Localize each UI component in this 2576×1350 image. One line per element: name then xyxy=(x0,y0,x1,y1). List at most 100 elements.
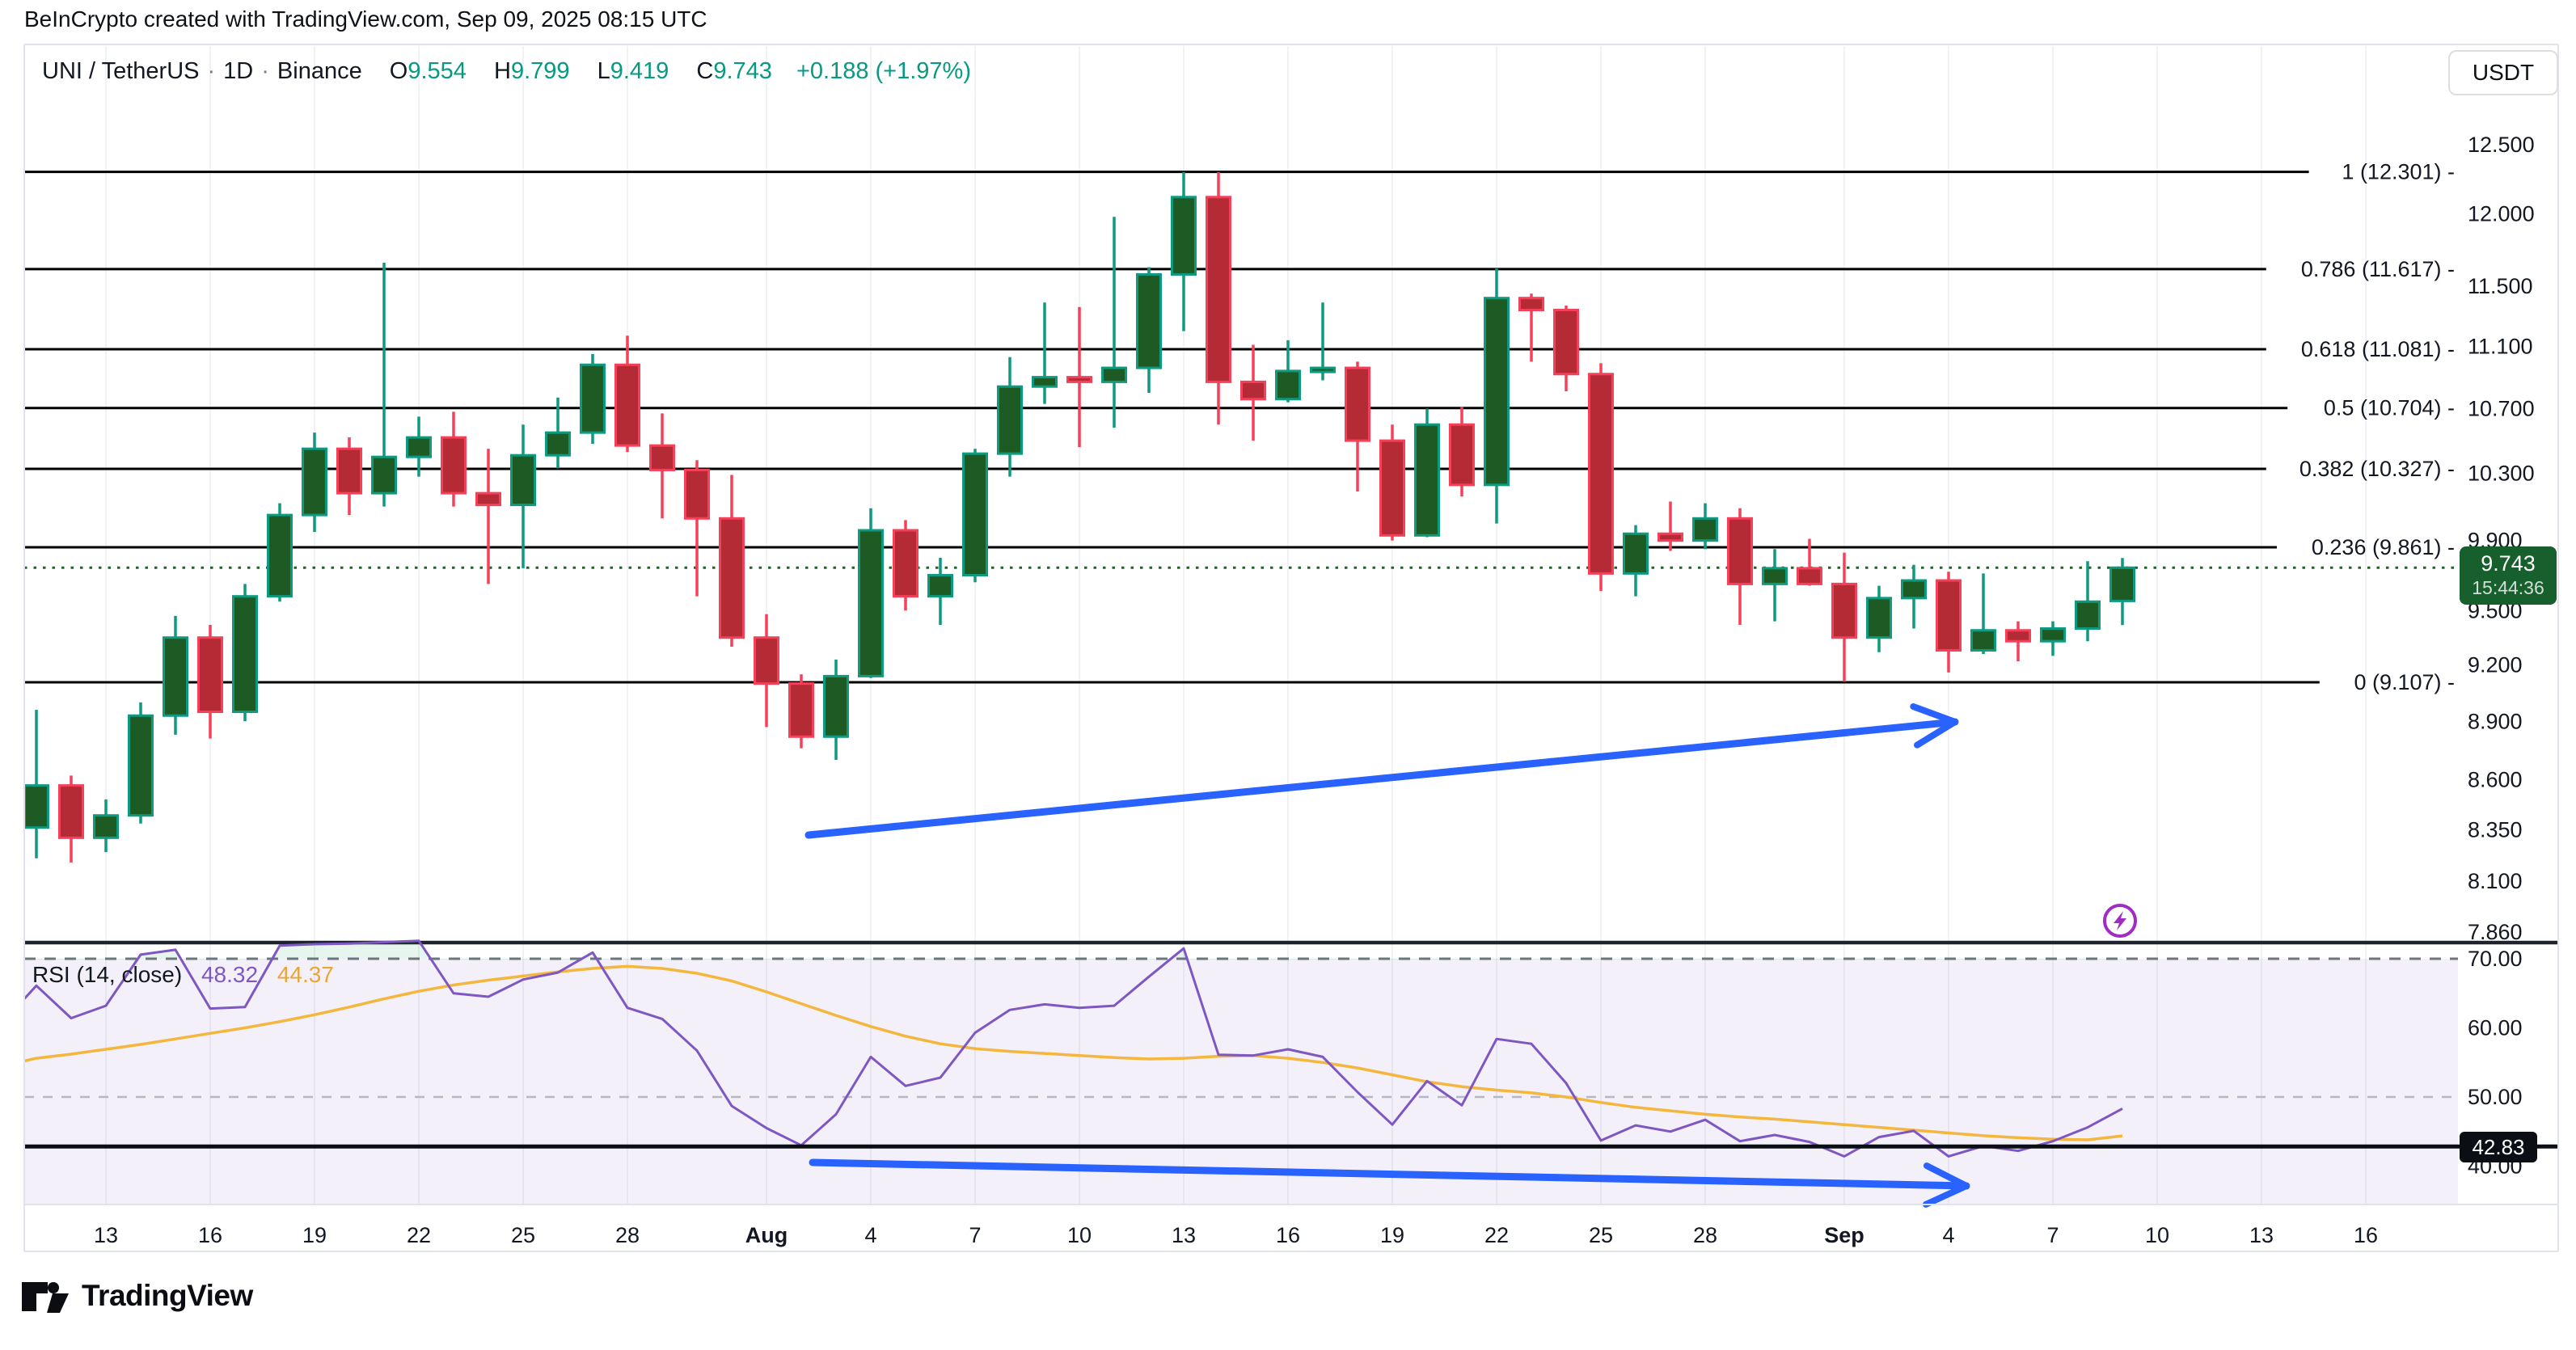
attribution-text: BeInCrypto created with TradingView.com,… xyxy=(24,6,707,32)
close-value: 9.743 xyxy=(713,58,772,84)
legend-separator: · xyxy=(207,58,216,84)
high-value: 9.799 xyxy=(510,58,570,84)
time-axis-label: 16 xyxy=(2354,1223,2378,1247)
tradingview-logo-text: TradingView xyxy=(82,1279,253,1312)
price-axis-label: 12.500 xyxy=(2468,133,2535,157)
candle-body xyxy=(1901,579,1927,600)
rsi-legend-label: RSI (14, close) xyxy=(32,962,183,987)
price-trend-arrow[interactable] xyxy=(804,703,1959,839)
open-value: 9.554 xyxy=(408,58,467,84)
time-axis-label: 25 xyxy=(511,1223,535,1247)
candle-body xyxy=(1623,532,1649,575)
candle-body xyxy=(163,636,188,717)
rsi-ma-line xyxy=(23,964,2123,1141)
fib-level-label: 0 (9.107) - xyxy=(2354,670,2455,694)
time-axis-label: 10 xyxy=(2145,1223,2169,1247)
time-axis-label: 28 xyxy=(615,1223,640,1247)
candle-body xyxy=(1345,366,1370,442)
fib-level-label: 0.382 (10.327) - xyxy=(2299,457,2455,481)
bar-countdown: 15:44:36 xyxy=(2472,577,2544,598)
candle-body xyxy=(1518,297,1544,311)
price-axis-label: 8.900 xyxy=(2468,709,2523,733)
tradingview-logo[interactable]: TradingView xyxy=(20,1277,253,1314)
candle-body xyxy=(2109,566,2135,602)
time-axis[interactable]: 13 16 19 22 25 28 Aug 4 7 10 13 16 19 22 25 28 Sep 4 7 10 13… xyxy=(94,1223,2378,1247)
candle-body xyxy=(580,363,606,434)
candle-body xyxy=(1797,567,1822,585)
tradingview-logo-icon xyxy=(22,1282,69,1313)
low-label: L xyxy=(597,58,610,84)
widget-frame xyxy=(23,44,2559,1252)
candle-body xyxy=(997,385,1023,455)
price-axis-label: 11.100 xyxy=(2468,334,2533,358)
price-axis-label: 8.600 xyxy=(2468,767,2523,791)
last-price-badge: 9.743 15:44:36 xyxy=(2460,546,2557,605)
candle-body xyxy=(1171,196,1197,276)
candle-body xyxy=(1866,597,1892,639)
candle-body xyxy=(1449,423,1475,487)
time-axis-label: 22 xyxy=(407,1223,431,1247)
candle-body xyxy=(2075,600,2101,631)
exchange-label: Binance xyxy=(277,58,362,84)
time-axis-label: Aug xyxy=(745,1223,788,1247)
price-axis-label: 12.000 xyxy=(2468,202,2535,226)
candle-body xyxy=(1240,380,1266,401)
candle-body xyxy=(441,436,467,495)
candlesticks xyxy=(23,171,2135,863)
candle-body xyxy=(93,814,119,839)
candle-body xyxy=(684,468,710,520)
candle-body xyxy=(1484,297,1510,487)
time-axis-label: 22 xyxy=(1484,1223,1509,1247)
legend-separator: · xyxy=(261,58,269,84)
rsi-trend-arrow[interactable] xyxy=(809,1158,1970,1208)
candle-body xyxy=(267,513,293,598)
close-label: C xyxy=(696,58,714,84)
time-axis-label: 28 xyxy=(1693,1223,1717,1247)
candle-body xyxy=(1066,376,1092,383)
fib-level-label: 0.5 (10.704) - xyxy=(2324,396,2455,420)
candle-body xyxy=(545,431,571,457)
candle-body xyxy=(2005,629,2031,643)
time-axis-label: 16 xyxy=(1276,1223,1300,1247)
candle-body xyxy=(1136,273,1162,369)
rsi-ma-value: 44.37 xyxy=(277,962,334,987)
price-axis-label: 8.350 xyxy=(2468,817,2523,842)
currency-toggle-button[interactable]: USDT xyxy=(2448,50,2558,95)
price-axis[interactable]: 12.50012.00011.50011.10010.70010.3009.90… xyxy=(2468,133,2535,1179)
candle-body xyxy=(197,636,223,714)
time-axis-label: 19 xyxy=(302,1223,327,1247)
price-axis-label: 10.700 xyxy=(2468,396,2535,420)
candle-body xyxy=(1692,517,1718,542)
price-axis-label: 10.300 xyxy=(2468,461,2535,485)
candle-body xyxy=(962,452,988,577)
candle-body xyxy=(1414,423,1440,537)
time-axis-label: 25 xyxy=(1589,1223,1613,1247)
candle-body xyxy=(1032,376,1058,388)
candle-body xyxy=(1101,366,1127,383)
candle-body xyxy=(510,454,536,507)
candle-body xyxy=(475,491,501,507)
candle-body xyxy=(614,363,640,447)
candle-body xyxy=(406,436,432,458)
candle-body xyxy=(1831,582,1857,639)
candle-body xyxy=(1762,567,1788,585)
time-axis-label: 13 xyxy=(94,1223,118,1247)
candle-body xyxy=(371,455,397,495)
fib-level-label: 0.618 (11.081) - xyxy=(2301,337,2455,361)
fib-level-label: 1 (12.301) - xyxy=(2342,160,2455,184)
rsi-hline-badge: 42.83 xyxy=(2460,1132,2537,1162)
candle-body xyxy=(893,529,918,598)
candle-body xyxy=(858,529,884,677)
lightning-icon[interactable] xyxy=(2103,904,2137,938)
price-axis-label: 8.100 xyxy=(2468,869,2523,893)
candle-body xyxy=(2040,627,2066,643)
time-axis-label: 7 xyxy=(969,1223,981,1247)
rsi-legend[interactable]: RSI (14, close) 48.32 44.37 xyxy=(32,962,334,988)
time-axis-label: 16 xyxy=(198,1223,222,1247)
high-label: H xyxy=(493,58,511,84)
symbol-legend[interactable]: UNI / TetherUS · 1D · Binance O9.554 H9.799 … xyxy=(42,58,971,85)
price-axis-label: 11.500 xyxy=(2468,274,2533,298)
rsi-axis-label: 50.00 xyxy=(2468,1085,2523,1109)
